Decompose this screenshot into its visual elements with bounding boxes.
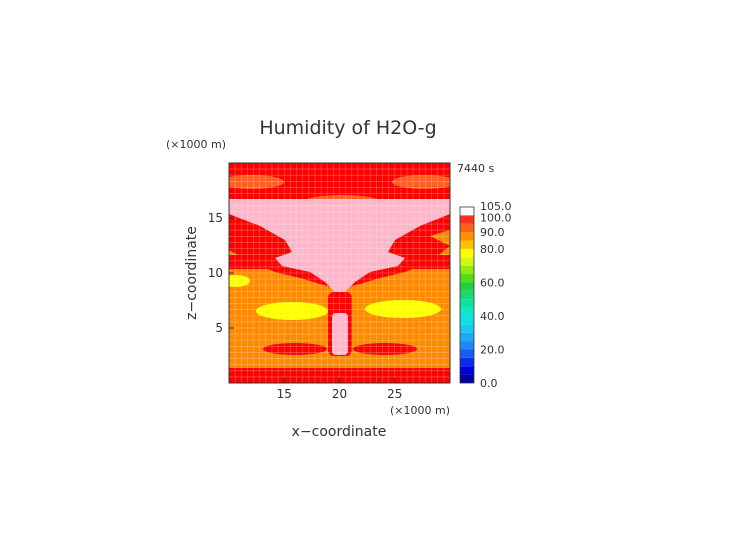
x-axis-label: x−coordinate bbox=[292, 424, 387, 440]
colorbar-swatch bbox=[460, 357, 474, 367]
colorbar-swatch bbox=[460, 223, 474, 233]
colorbar-label: 40.0 bbox=[480, 310, 505, 323]
colorbar-swatch bbox=[460, 282, 474, 291]
x-axis-unit: (×1000 m) bbox=[390, 404, 450, 417]
colorbar-swatch bbox=[460, 324, 474, 333]
region-yellow-left bbox=[256, 302, 328, 320]
colorbar-swatch bbox=[460, 215, 474, 224]
colorbar-swatch bbox=[460, 290, 474, 300]
colorbar-swatch bbox=[460, 274, 474, 283]
region-lower-red-left bbox=[263, 343, 327, 355]
colorbar-swatch bbox=[460, 240, 474, 249]
colorbar-swatch bbox=[460, 257, 474, 266]
y-tick-label: 15 bbox=[208, 211, 223, 225]
colorbar-swatch bbox=[460, 341, 474, 350]
colorbar-label: 90.0 bbox=[480, 226, 505, 239]
y-tick-label: 10 bbox=[208, 266, 223, 280]
y-axis-label: z−coordinate bbox=[184, 226, 200, 320]
colorbar-swatch bbox=[460, 265, 474, 275]
x-tick-label: 25 bbox=[387, 387, 402, 401]
x-tick-label: 15 bbox=[277, 387, 292, 401]
region-upper-blob-left bbox=[229, 175, 284, 189]
time-label: 7440 s bbox=[457, 162, 494, 175]
colorbar-swatch bbox=[460, 332, 474, 342]
colorbar-swatch bbox=[460, 374, 474, 383]
colorbar-swatch bbox=[460, 232, 474, 241]
colorbar-frame bbox=[459, 206, 475, 384]
plot-grid bbox=[229, 163, 450, 383]
colorbar-label: 100.0 bbox=[480, 211, 512, 224]
colorbar-swatch bbox=[460, 366, 474, 375]
colorbar-swatch bbox=[460, 207, 474, 216]
region-updraft-core bbox=[332, 313, 348, 355]
plot-area bbox=[228, 162, 451, 384]
colorbar-swatch bbox=[460, 307, 474, 316]
x-axis-ticks: 15 20 25 bbox=[277, 378, 402, 401]
colorbar-label: 80.0 bbox=[480, 243, 505, 256]
colorbar-label: 0.0 bbox=[480, 377, 498, 390]
humidity-field bbox=[229, 163, 450, 383]
region-yellow-right bbox=[365, 300, 441, 318]
region-yellow-left-edge bbox=[229, 275, 250, 287]
y-axis-ticks: 5 10 15 bbox=[208, 211, 234, 335]
colorbar-swatch bbox=[460, 315, 474, 325]
region-anvil-core bbox=[229, 199, 450, 292]
chart-title: Humidity of H2O-g bbox=[259, 117, 436, 139]
colorbar-swatch bbox=[460, 349, 474, 358]
region-lower-red-right bbox=[353, 343, 417, 355]
colorbar-label: 105.0 bbox=[480, 200, 512, 213]
colorbar-label: 60.0 bbox=[480, 276, 505, 289]
x-tick-label: 20 bbox=[332, 387, 347, 401]
y-axis-unit: (×1000 m) bbox=[166, 138, 226, 151]
colorbar-swatch bbox=[460, 248, 474, 258]
colorbar-swatch bbox=[460, 299, 474, 308]
y-tick-label: 5 bbox=[215, 321, 223, 335]
region-upper-blob-right bbox=[392, 175, 450, 189]
colorbar-label: 20.0 bbox=[480, 343, 505, 356]
